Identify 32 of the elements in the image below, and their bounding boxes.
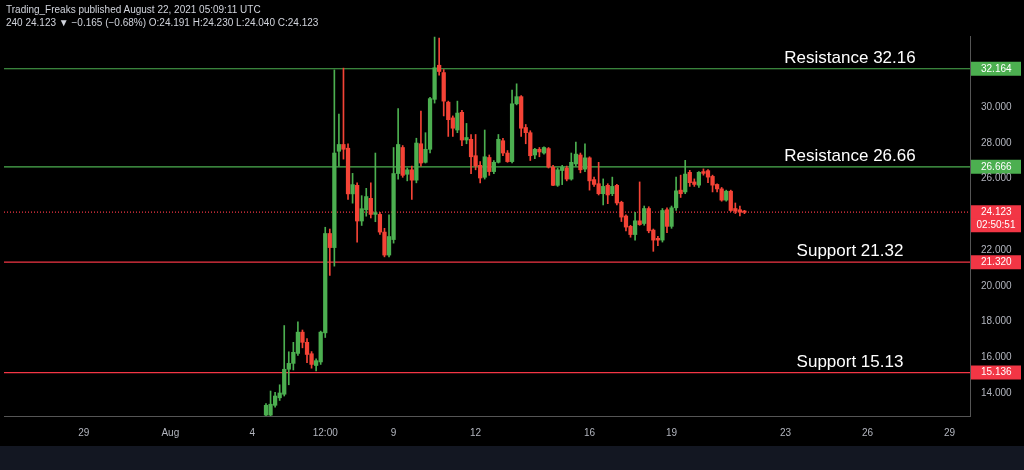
y-tick-label: 18.000 (981, 315, 1013, 327)
y-tick-label: 26.000 (981, 172, 1013, 184)
ref-line-label: Resistance 32.16 (784, 47, 916, 67)
x-tick-label: 19 (665, 426, 678, 438)
x-tick-label: 12 (470, 426, 482, 438)
ref-line-label: Support 15.13 (796, 351, 904, 371)
y-tick-label: 24.123 (981, 205, 1013, 217)
y-tick-label: 16.000 (981, 350, 1013, 362)
y-tick-label: 14.000 (981, 386, 1013, 398)
x-tick-label: 16 (583, 426, 596, 438)
x-tick-label: 26 (861, 426, 874, 438)
y-tick-label: 32.164 (981, 62, 1013, 74)
y-tick-label: 22.000 (981, 243, 1013, 255)
y-tick-label: 28.000 (981, 136, 1013, 148)
y-tick-label: 15.136 (981, 366, 1013, 378)
x-tick-label: 12:00 (312, 426, 339, 438)
text: 02:50:51 (976, 218, 1016, 230)
y-tick-label: 20.000 (981, 279, 1013, 291)
chart-title: Trading_Freaks published August 22, 2021 05:09:11 UTC (6, 4, 261, 15)
x-tick-label: 29 (78, 426, 90, 438)
ref-line-label: Resistance 26.66 (784, 146, 916, 166)
y-tick-label: 26.666 (981, 160, 1013, 172)
ref-line-label: Support 21.32 (796, 241, 904, 261)
chart-subtitle: 240 24.123 ▼ −0.165 (−0.68%) O:24.191 H:24.230 L:24.040 C:24.123 (6, 17, 319, 28)
x-tick-label: 29 (943, 426, 956, 438)
x-tick-label: 23 (779, 426, 792, 438)
x-tick-label: 9 (390, 426, 397, 438)
x-tick-label: 4 (249, 426, 256, 438)
y-tick-label: 30.000 (981, 101, 1013, 113)
y-tick-label: 21.320 (981, 255, 1013, 267)
x-tick-label: Aug (161, 426, 180, 438)
candlestick (437, 37, 442, 76)
